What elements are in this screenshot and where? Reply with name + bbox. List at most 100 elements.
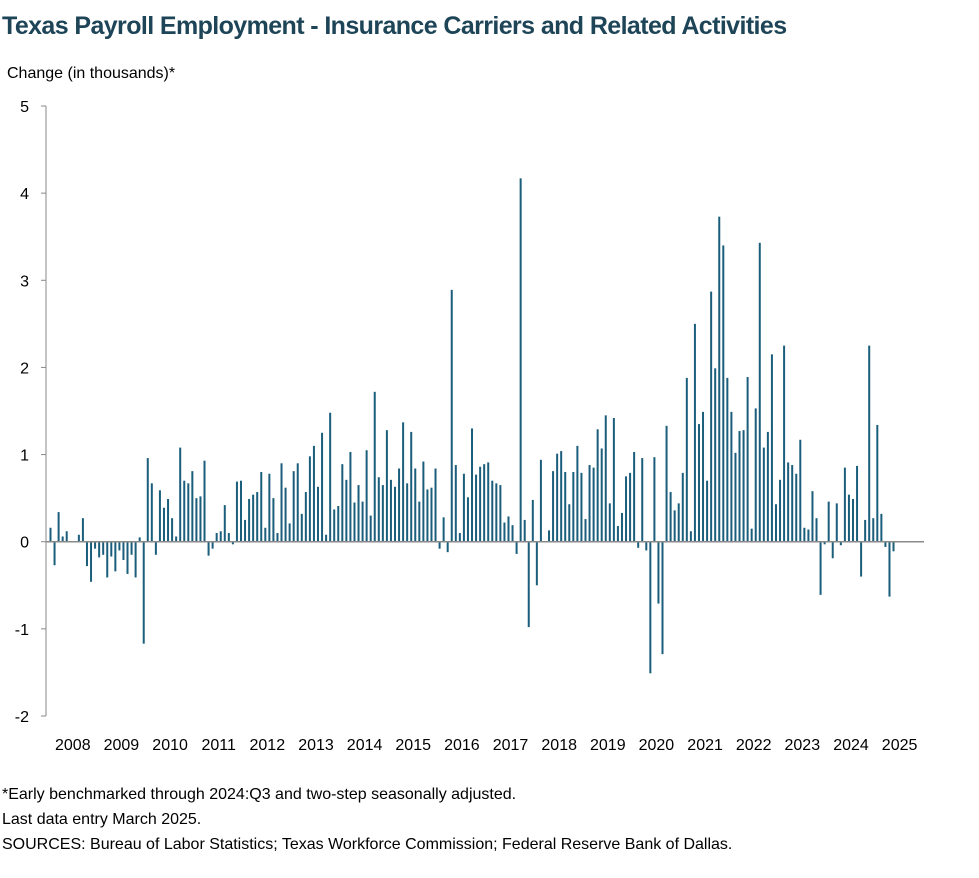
bar [620, 512, 623, 542]
bar [856, 465, 859, 542]
bar [588, 465, 591, 542]
bar [219, 531, 222, 542]
bar [329, 412, 332, 542]
y-axis: -2 -1 0 1 2 3 4 5 [15, 99, 47, 726]
bar [94, 541, 97, 549]
bar [596, 429, 599, 542]
bar [207, 541, 210, 556]
bar [730, 411, 733, 542]
bar [377, 477, 380, 542]
bar [90, 541, 93, 582]
bar [649, 541, 652, 674]
bar [61, 536, 64, 542]
bar [576, 445, 579, 542]
bar [288, 523, 291, 542]
bar [503, 522, 506, 542]
bar [244, 519, 247, 542]
bar [142, 541, 145, 644]
x-tick-label: 2013 [298, 737, 334, 754]
bar [758, 242, 761, 542]
bar [276, 533, 279, 542]
x-tick-label: 2016 [444, 737, 480, 754]
bar [851, 499, 854, 542]
bar [475, 474, 478, 542]
y-tick-label: 4 [20, 186, 29, 203]
bar [53, 541, 56, 566]
bar [304, 492, 307, 542]
bar [231, 541, 234, 545]
x-axis: 2008 2009 2010 2011 2012 2013 2014 2015 2016 2017… [46, 540, 924, 754]
bar [608, 503, 611, 542]
bar [442, 517, 445, 542]
footnotes: *Early benchmarked through 2024:Q3 and t… [2, 782, 732, 857]
bar [171, 518, 174, 542]
bar [689, 531, 692, 542]
bar [653, 457, 656, 542]
bar [552, 471, 555, 542]
bar [357, 485, 360, 542]
bar [195, 498, 198, 542]
bar [81, 518, 84, 542]
bar [373, 391, 376, 542]
bar [791, 465, 794, 542]
x-tick-label: 2020 [639, 737, 675, 754]
bar [774, 504, 777, 542]
bar [888, 541, 891, 597]
bar [495, 483, 498, 542]
bar [669, 492, 672, 542]
bar [296, 463, 299, 542]
bar [118, 541, 121, 551]
bar [430, 487, 433, 542]
bar [394, 486, 396, 542]
bar [645, 541, 648, 551]
bar [803, 527, 806, 542]
bar [264, 527, 267, 542]
x-tick-label: 2014 [347, 737, 383, 754]
bar [815, 518, 818, 542]
bar [880, 513, 883, 542]
x-tick-label: 2008 [55, 737, 91, 754]
bar [600, 448, 603, 542]
bar [641, 458, 644, 542]
bar [138, 537, 141, 542]
bar [693, 323, 696, 542]
bar [872, 518, 875, 542]
bar [454, 465, 457, 542]
bar [284, 487, 287, 542]
bar [507, 516, 510, 542]
bar [584, 519, 587, 542]
bar [325, 534, 328, 542]
bar [462, 473, 465, 542]
y-tick-label: 1 [20, 448, 29, 465]
bar [710, 291, 713, 542]
bar [702, 411, 705, 542]
bar [98, 541, 101, 558]
bar [110, 541, 113, 557]
bar [783, 345, 786, 542]
bar [491, 480, 494, 542]
bar [158, 490, 161, 542]
bar [592, 467, 595, 542]
y-tick-label: -2 [15, 709, 29, 726]
bar [685, 377, 688, 542]
bar [426, 489, 429, 542]
bar [677, 503, 680, 542]
bar [892, 541, 895, 552]
bar [868, 345, 871, 542]
y-tick-label: 5 [20, 99, 29, 116]
bar [126, 541, 129, 574]
bar [260, 472, 263, 542]
bar [199, 496, 202, 542]
bar [629, 472, 632, 542]
bar [726, 377, 729, 542]
x-tick-label: 2021 [687, 737, 723, 754]
bar [418, 501, 421, 542]
bar [414, 468, 417, 542]
bar [787, 462, 790, 542]
bar [637, 541, 640, 548]
bar [365, 450, 368, 542]
bar [248, 499, 251, 542]
bar [864, 519, 867, 542]
x-tick-label: 2018 [541, 737, 577, 754]
